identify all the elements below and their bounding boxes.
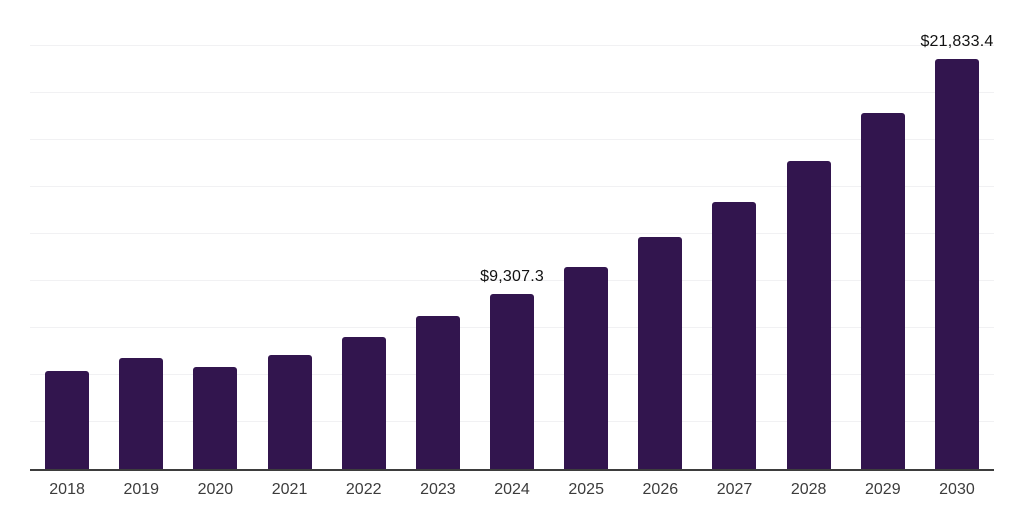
bar-cell-2023 (401, 1, 475, 469)
bar-cell-2020 (178, 1, 252, 469)
x-tick-2019: 2019 (123, 481, 160, 498)
x-tick-2018: 2018 (49, 481, 85, 498)
bar-2028[interactable] (786, 160, 831, 469)
bars-container: $9,307.3 $21,833.4 (30, 1, 994, 469)
x-tick-2022: 2022 (345, 481, 382, 498)
bar-2024[interactable] (490, 294, 535, 469)
gridline-15000 (30, 186, 994, 187)
x-tick-2021: 2021 (271, 481, 308, 498)
bar-2020[interactable] (193, 367, 238, 469)
bar-2021[interactable] (267, 354, 312, 469)
bar-2018[interactable] (45, 371, 90, 469)
data-label-2024: $9,307.3 (480, 268, 544, 285)
x-tick-2023: 2023 (420, 481, 456, 498)
x-tick-2029: 2029 (865, 481, 901, 498)
bar-cell-2019 (104, 1, 178, 469)
bar-cell-2021 (252, 1, 326, 469)
bar-cell-2018 (30, 1, 104, 469)
bar-cell-2024: $9,307.3 (475, 1, 549, 469)
bar-2022[interactable] (341, 337, 386, 469)
x-tick-2020: 2020 (197, 481, 234, 498)
x-tick-2027: 2027 (716, 481, 753, 498)
bar-2027[interactable] (712, 202, 757, 469)
plot-area: $9,307.3 $21,833.4 (30, 1, 994, 471)
bar-2030[interactable] (934, 58, 979, 469)
gridline-12500 (30, 233, 994, 234)
x-axis-labels: 2018 2019 2020 2021 2022 2023 2024 2025 2026 2027… (30, 481, 994, 499)
gridline-20000 (30, 92, 994, 93)
bar-cell-2028 (772, 1, 846, 469)
x-tick-2028: 2028 (790, 481, 827, 498)
gridline-22500 (30, 45, 994, 46)
bar-cell-2027 (697, 1, 771, 469)
x-tick-2025: 2025 (568, 481, 604, 498)
bar-2025[interactable] (564, 267, 609, 469)
x-tick-2024: 2024 (494, 481, 530, 498)
data-label-2030: $21,833.4 (920, 32, 994, 50)
x-tick-2030: 2030 (939, 481, 975, 498)
bar-cell-2025 (549, 1, 623, 469)
bar-2019[interactable] (119, 357, 164, 469)
bar-2026[interactable] (638, 237, 683, 469)
x-tick-2026: 2026 (642, 481, 679, 498)
bar-cell-2022 (327, 1, 401, 469)
bar-cell-2026 (623, 1, 697, 469)
bar-cell-2030: $21,833.4 (920, 1, 994, 469)
gridline-10000 (30, 280, 994, 281)
bar-2023[interactable] (415, 315, 460, 469)
bar-cell-2029 (846, 1, 920, 469)
gridline-17500 (30, 139, 994, 140)
bar-2029[interactable] (860, 113, 905, 469)
